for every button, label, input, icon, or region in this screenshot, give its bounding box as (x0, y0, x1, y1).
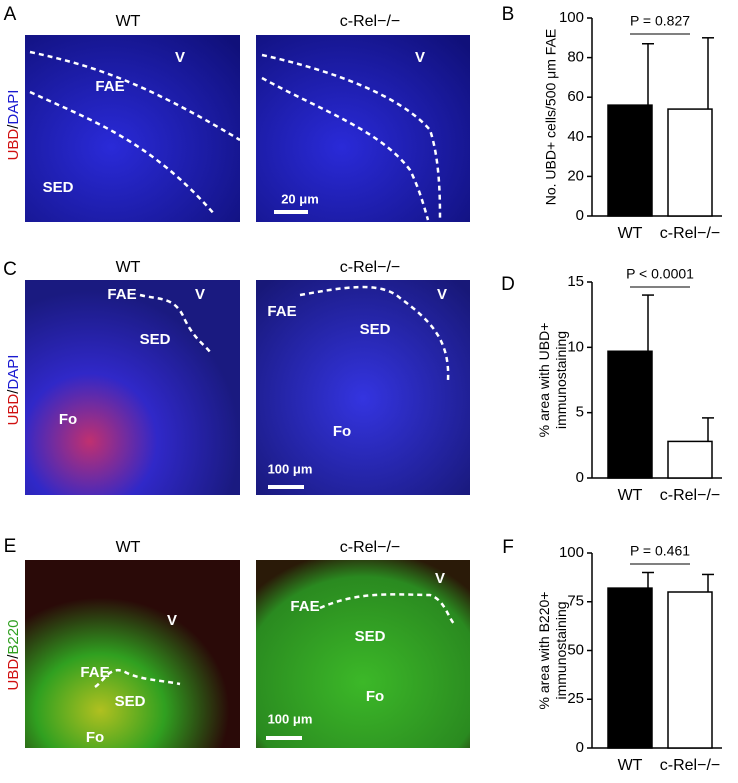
micrograph (25, 35, 240, 222)
x-tick-label: c-Rel−/− (660, 757, 720, 774)
image-title: c-Rel−/− (340, 539, 400, 556)
y-tick-label: 20 (567, 167, 584, 184)
region-label: SED (140, 331, 171, 348)
stain-name: UBD (5, 129, 22, 161)
region-label: FAE (80, 664, 109, 681)
y-tick-label: 0 (576, 207, 584, 224)
bar (607, 104, 653, 217)
stain-label: UBD/DAPI (5, 90, 22, 161)
stain-name: DAPI (5, 90, 22, 125)
region-label: V (435, 570, 445, 587)
stain-name: UBD (5, 659, 22, 691)
image-title: c-Rel−/− (340, 259, 400, 276)
image-title: WT (116, 13, 141, 30)
p-value: P = 0.461 (630, 543, 690, 559)
bar (667, 440, 713, 479)
y-tick-label: 100 (559, 544, 584, 561)
y-tick-label: 40 (567, 128, 584, 145)
image-title: WT (116, 539, 141, 556)
region-label: Fo (366, 688, 384, 705)
region-label: FAE (95, 78, 124, 95)
y-axis-label: immunostaining (553, 331, 569, 429)
y-tick-label: 0 (576, 739, 584, 756)
region-label: SED (355, 628, 386, 645)
region-label: Fo (59, 411, 77, 428)
panel-label: E (4, 536, 17, 557)
p-value: P < 0.0001 (626, 266, 694, 282)
stain-name: B220 (5, 620, 22, 655)
region-label: V (167, 612, 177, 629)
scale-bar (266, 210, 308, 740)
y-tick-label: 10 (567, 338, 584, 355)
bar (667, 591, 713, 749)
y-tick-label: 75 (567, 593, 584, 610)
bar (607, 587, 653, 749)
boundary (29, 50, 456, 689)
micrograph (25, 280, 240, 495)
scale-label: 20 μm (281, 191, 319, 206)
bar (667, 108, 713, 217)
stain-label: UBD/DAPI (5, 355, 22, 426)
panel-label: D (501, 274, 515, 295)
x-tick-label: WT (618, 487, 643, 504)
micrograph (25, 560, 240, 748)
y-tick-label: 15 (567, 273, 584, 290)
y-tick-label: 50 (567, 641, 584, 658)
y-tick-label: 5 (576, 404, 584, 421)
x-tick-label: c-Rel−/− (660, 225, 720, 242)
micrograph (256, 560, 470, 748)
stain-label: UBD/B220 (5, 620, 22, 691)
micrograph (256, 280, 470, 495)
stain-name: / (5, 124, 22, 129)
panel-label: B (502, 4, 515, 25)
region-label: V (195, 286, 205, 303)
y-tick-label: 80 (567, 49, 584, 66)
y-tick-label: 0 (576, 469, 584, 486)
region-label: SED (360, 321, 391, 338)
image-title: WT (116, 259, 141, 276)
p-value: P = 0.827 (630, 13, 690, 29)
region-label: V (437, 286, 447, 303)
region-label: FAE (290, 598, 319, 615)
region-label: FAE (107, 286, 136, 303)
scale-label: 100 μm (268, 461, 313, 476)
region-label: Fo (86, 729, 104, 746)
y-tick-label: 60 (567, 88, 584, 105)
y-axis-label: immunostaining (553, 601, 569, 699)
image-title: c-Rel−/− (340, 13, 400, 30)
scale-label: 100 μm (268, 711, 313, 726)
x-tick-label: WT (618, 757, 643, 774)
bar (607, 350, 653, 479)
region-label: SED (43, 179, 74, 196)
region-label: Fo (333, 423, 351, 440)
y-tick-label: 25 (567, 690, 584, 707)
region-label: V (415, 49, 425, 66)
y-axis-label: % area with B220+ (536, 592, 552, 710)
stain-name: / (5, 654, 22, 659)
y-axis-label: No. UBD+ cells/500 μm FAE (543, 29, 559, 206)
y-tick-label: 100 (559, 9, 584, 26)
y-axis-label: % area with UBD+ (536, 323, 552, 438)
panel-label: F (502, 537, 514, 558)
stain-name: / (5, 389, 22, 394)
x-tick-label: c-Rel−/− (660, 487, 720, 504)
region-label: FAE (267, 303, 296, 320)
stain-name: DAPI (5, 355, 22, 390)
stain-name: UBD (5, 394, 22, 426)
panel-label: C (3, 259, 17, 280)
x-tick-label: WT (618, 225, 643, 242)
region-label: V (175, 49, 185, 66)
panel-label: A (4, 4, 17, 25)
micrograph (256, 35, 470, 222)
region-label: SED (115, 693, 146, 710)
